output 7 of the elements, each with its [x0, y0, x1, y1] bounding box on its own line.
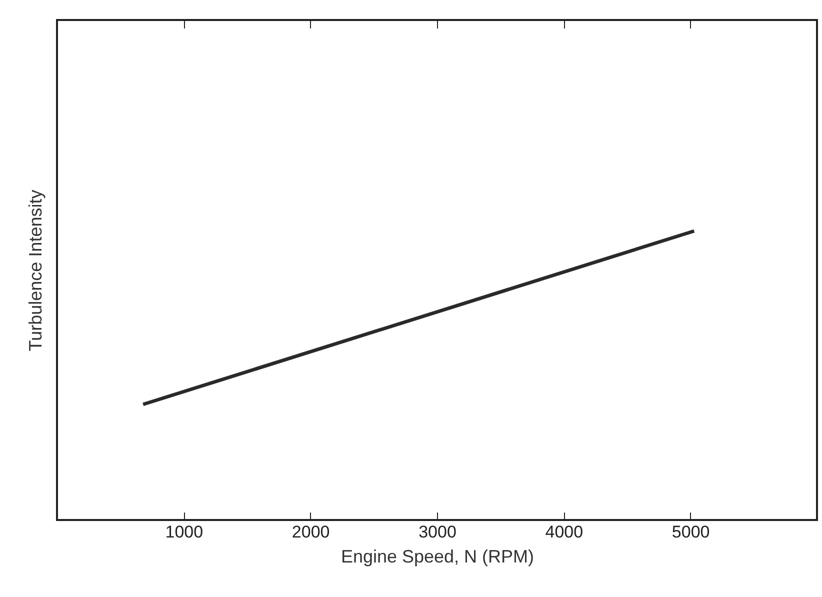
y-axis-title: Turbulence Intensity	[26, 190, 46, 352]
x-tick-label: 4000	[545, 522, 584, 542]
x-tick-label: 2000	[292, 522, 330, 542]
x-tick-label: 5000	[672, 522, 710, 542]
x-tick-label: 3000	[418, 522, 456, 542]
x-tick-label: 1000	[165, 522, 204, 542]
x-axis-title: Engine Speed, N (RPM)	[340, 546, 534, 566]
